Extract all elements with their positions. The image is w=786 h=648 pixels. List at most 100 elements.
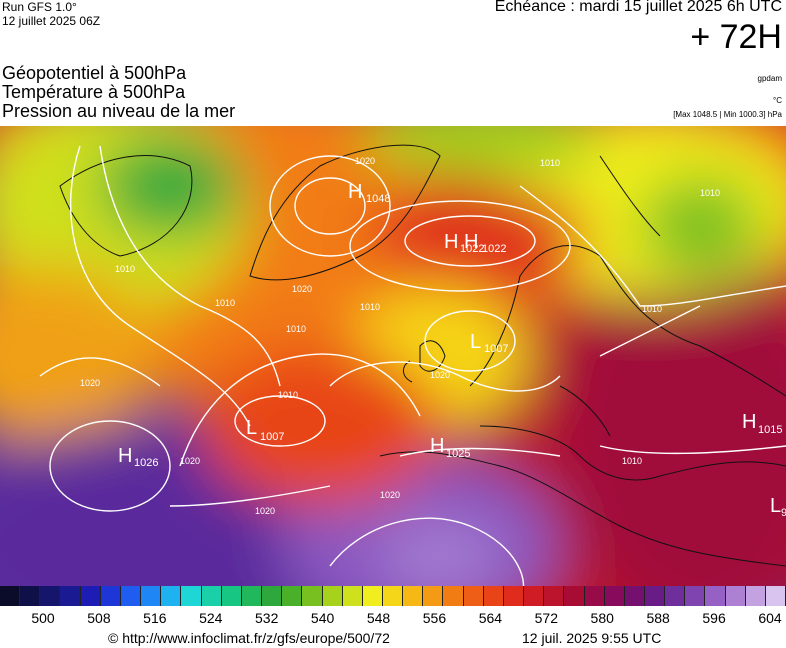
high-pressure-marker: H bbox=[118, 445, 132, 467]
colorbar-tick-label: 596 bbox=[702, 610, 726, 626]
pressure-value: 1007 bbox=[484, 343, 508, 355]
isobar-label: 1010 bbox=[642, 304, 662, 314]
colorbar-swatch bbox=[382, 586, 404, 606]
run-label: Run GFS 1.0° bbox=[2, 0, 77, 14]
colorbar-swatch bbox=[624, 586, 645, 606]
isobar-label: 1010 bbox=[278, 390, 298, 400]
isobar-label: 1020 bbox=[430, 370, 450, 380]
colorbar-swatch bbox=[665, 586, 686, 606]
colorbar-swatch bbox=[141, 586, 162, 606]
colorbar-swatch bbox=[282, 586, 303, 606]
valid-time: Echéance : mardi 15 juillet 2025 6h UTC bbox=[494, 0, 782, 15]
colorbar-swatch bbox=[100, 586, 121, 606]
low-pressure-marker: L bbox=[470, 331, 481, 353]
colorbar-swatch bbox=[705, 586, 726, 606]
colorbar-tick-label: 540 bbox=[310, 610, 335, 626]
isobar-label: 1010 bbox=[622, 456, 642, 466]
colorbar-swatch bbox=[120, 586, 142, 606]
low-pressure-marker: L bbox=[246, 417, 257, 439]
isobar-label: 1020 bbox=[80, 378, 100, 388]
high-pressure-marker: H bbox=[742, 411, 756, 433]
colorbar-swatch bbox=[241, 586, 263, 606]
minmax-label: [Max 1048.5 | Min 1000.3] hPa bbox=[673, 110, 782, 119]
run-date: 12 juillet 2025 06Z bbox=[2, 14, 101, 28]
high-pressure-marker: H bbox=[444, 231, 458, 253]
pressure-labels: H 1048 H 1022 H 1022 L 1007 L 1007 H 102… bbox=[118, 181, 786, 519]
colorbar-swatch bbox=[645, 586, 666, 606]
isobar-labels: 1020 1010 1010 1010 1020 1010 1010 1010 … bbox=[80, 156, 720, 516]
colorbar-tick-label: 548 bbox=[366, 610, 391, 626]
colorbar-swatch bbox=[564, 586, 585, 606]
colorbar-swatch bbox=[765, 586, 786, 606]
isobar-label: 1020 bbox=[255, 506, 275, 516]
colorbar-swatch bbox=[20, 586, 41, 606]
colorbar-swatch bbox=[503, 586, 525, 606]
colorbar-swatch bbox=[443, 586, 464, 606]
pressure-value: 1048 bbox=[366, 193, 390, 205]
isobar-label: 1010 bbox=[360, 302, 380, 312]
colorbar-swatch bbox=[161, 586, 182, 606]
colorbar-tick-label: 516 bbox=[143, 610, 167, 626]
colorbar-swatch bbox=[40, 586, 61, 606]
colorbar-swatch bbox=[302, 586, 323, 606]
colorbar-tick-label: 564 bbox=[478, 610, 503, 626]
colorbar-swatch bbox=[483, 586, 504, 606]
colorbar-swatch bbox=[60, 586, 81, 606]
high-pressure-marker: H bbox=[464, 231, 478, 253]
source-label: gpdam bbox=[757, 74, 782, 83]
colorbar-tick-label: 556 bbox=[422, 610, 447, 626]
colorbar-swatch bbox=[0, 586, 21, 606]
coastlines bbox=[59, 144, 786, 567]
colorbar-swatch bbox=[362, 586, 383, 606]
isobar-label: 1020 bbox=[180, 456, 200, 466]
colorbar-tick-label: 580 bbox=[590, 610, 614, 626]
colorbar-swatch bbox=[262, 586, 283, 606]
temperature-colorbar bbox=[0, 586, 786, 606]
pressure-value: 1007 bbox=[260, 431, 284, 443]
title-pressure: Pression au niveau de la mer bbox=[2, 101, 236, 121]
colorbar-tick-label: 604 bbox=[758, 610, 782, 626]
pressure-value: 9 bbox=[781, 507, 786, 519]
colorbar-swatch bbox=[604, 586, 625, 606]
pressure-value: 1022 bbox=[460, 243, 484, 255]
isobar-label: 1010 bbox=[286, 324, 306, 334]
isobar-label: 1010 bbox=[215, 298, 235, 308]
isobar-label: 1010 bbox=[540, 158, 560, 168]
high-pressure-marker: H bbox=[430, 435, 444, 457]
footer-timestamp: 12 juil. 2025 9:55 UTC bbox=[522, 630, 662, 646]
temperature-field bbox=[0, 126, 786, 586]
colorbar-swatch bbox=[544, 586, 565, 606]
colorbar-swatch bbox=[584, 586, 605, 606]
colorbar-tick-label: 524 bbox=[199, 610, 223, 626]
colorbar-swatch bbox=[322, 586, 343, 606]
colorbar-swatch bbox=[403, 586, 424, 606]
colorbar-tick-label: 532 bbox=[255, 610, 279, 626]
colorbar-swatch bbox=[221, 586, 242, 606]
isobar-label: 1020 bbox=[292, 284, 312, 294]
colorbar-swatch bbox=[342, 586, 363, 606]
isobar-label: 1020 bbox=[355, 156, 375, 166]
colorbar-tick-label: 508 bbox=[87, 610, 111, 626]
footer-url: © http://www.infoclimat.fr/z/gfs/europe/… bbox=[108, 630, 390, 646]
title-temperature: Température à 500hPa bbox=[2, 82, 186, 102]
weather-map: H 1048 H 1022 H 1022 L 1007 L 1007 H 102… bbox=[0, 126, 786, 586]
colorbar-swatch bbox=[201, 586, 222, 606]
high-pressure-marker: H bbox=[348, 181, 362, 203]
colorbar-tick-label: 500 bbox=[31, 610, 55, 626]
isobar-label: 1020 bbox=[380, 490, 400, 500]
colorbar-swatch bbox=[745, 586, 766, 606]
colorbar-swatch bbox=[181, 586, 202, 606]
lead-time: + 72H bbox=[690, 18, 782, 56]
isobar-label: 1010 bbox=[115, 264, 135, 274]
colorbar-swatch bbox=[423, 586, 444, 606]
pressure-value: 1025 bbox=[446, 448, 470, 460]
colorbar-swatch bbox=[685, 586, 706, 606]
title-geopotential: Géopotentiel à 500hPa bbox=[2, 63, 187, 83]
pressure-value: 1015 bbox=[758, 424, 782, 436]
pressure-value: 1022 bbox=[482, 243, 506, 255]
isobar-label: 1010 bbox=[700, 188, 720, 198]
pressure-value: 1026 bbox=[134, 457, 158, 469]
colorbar-swatch bbox=[725, 586, 746, 606]
colorbar-tick-label: 588 bbox=[646, 610, 670, 626]
colorbar-swatch bbox=[524, 586, 545, 606]
